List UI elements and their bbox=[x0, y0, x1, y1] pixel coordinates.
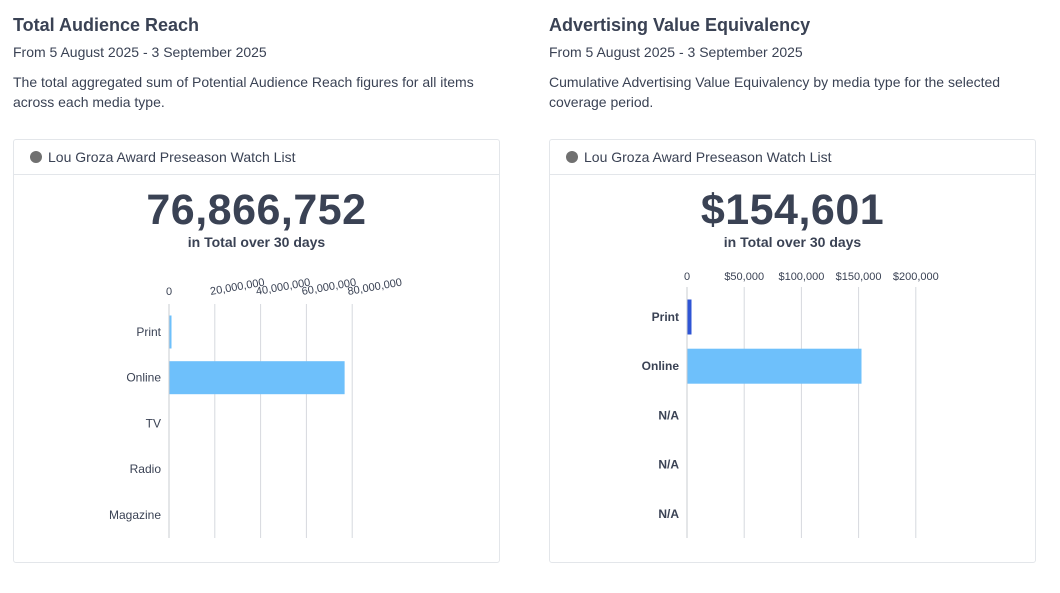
category-label: Print bbox=[652, 310, 679, 324]
tick-label: $50,000 bbox=[724, 271, 764, 283]
category-label: Online bbox=[642, 359, 680, 373]
category-label: Radio bbox=[130, 462, 162, 476]
panel-description: Cumulative Advertising Value Equivalency… bbox=[549, 74, 1001, 110]
category-label: N/A bbox=[658, 458, 679, 472]
panel-title: Advertising Value Equivalency bbox=[549, 15, 811, 35]
card-label: Lou Groza Award Preseason Watch List bbox=[48, 149, 296, 165]
card-header: Lou Groza Award Preseason Watch List bbox=[14, 140, 499, 175]
bar-print bbox=[169, 315, 172, 349]
audience-reach-chart: 0 20,000,00040,000,00060,000,00080,000,00… bbox=[109, 277, 403, 538]
tick-label: $200,000 bbox=[893, 271, 939, 283]
category-label: TV bbox=[146, 416, 161, 430]
category-label: Online bbox=[126, 371, 161, 385]
category-label: Print bbox=[136, 325, 161, 339]
total-caption: in Total over 30 days bbox=[187, 234, 326, 250]
bar-online bbox=[687, 348, 862, 384]
bar-print bbox=[687, 299, 692, 335]
category-label: Magazine bbox=[109, 508, 161, 522]
date-range: From 5 August 2025 - 3 September 2025 bbox=[549, 44, 803, 60]
tick-label: $100,000 bbox=[778, 271, 824, 283]
date-range: From 5 August 2025 - 3 September 2025 bbox=[13, 44, 267, 60]
chart-card: Lou Groza Award Preseason Watch List $15… bbox=[549, 139, 1036, 563]
ave-chart: 0 $50,000 $100,000 $150,000 $200,000 Print Onl… bbox=[642, 271, 939, 538]
tick-label: 0 bbox=[684, 271, 690, 283]
category-label: N/A bbox=[658, 408, 679, 422]
bar-online bbox=[169, 361, 345, 395]
total-value: $154,601 bbox=[700, 186, 885, 234]
category-label: N/A bbox=[658, 507, 679, 521]
tick-label: $150,000 bbox=[836, 271, 882, 283]
card-label: Lou Groza Award Preseason Watch List bbox=[584, 149, 832, 165]
panel-title: Total Audience Reach bbox=[13, 15, 200, 35]
tick-label: 0 bbox=[166, 286, 172, 298]
total-caption: in Total over 30 days bbox=[723, 234, 862, 250]
panel-description: The total aggregated sum of Potential Au… bbox=[13, 74, 474, 110]
card-header: Lou Groza Award Preseason Watch List bbox=[550, 140, 1035, 175]
legend-dot-icon bbox=[30, 151, 42, 163]
total-value: 76,866,752 bbox=[146, 186, 367, 234]
chart-card: Lou Groza Award Preseason Watch List 76,… bbox=[13, 139, 500, 563]
legend-dot-icon bbox=[566, 151, 578, 163]
